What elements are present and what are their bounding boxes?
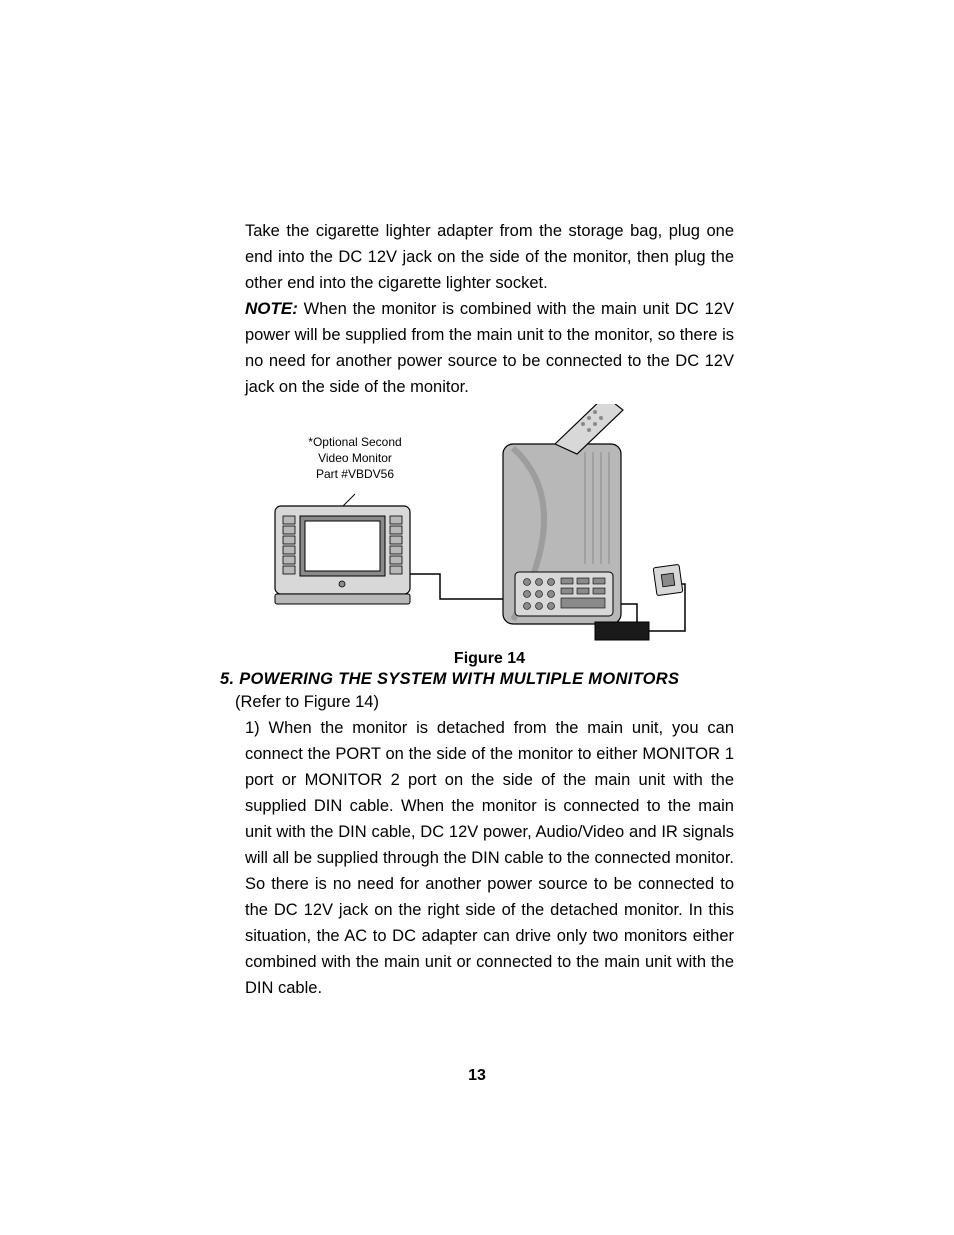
- power-adapter-icon: [595, 622, 649, 640]
- section-refer: (Refer to Figure 14): [235, 689, 734, 715]
- figure-14: *Optional Second Video Monitor Part #VBD…: [245, 404, 734, 654]
- paragraph-1: Take the cigarette lighter adapter from …: [245, 218, 734, 296]
- din-cable-icon: [410, 574, 505, 599]
- document-page: Take the cigarette lighter adapter from …: [0, 0, 954, 1235]
- note-paragraph: NOTE: When the monitor is combined with …: [245, 296, 734, 400]
- figure-diagram-icon: [245, 404, 735, 649]
- section-title: 5. POWERING THE SYSTEM WITH MULTIPLE MON…: [220, 670, 734, 689]
- wall-plug-icon: [653, 564, 683, 595]
- note-text: When the monitor is combined with the ma…: [245, 300, 734, 396]
- page-number: 13: [0, 1067, 954, 1085]
- second-monitor-icon: [275, 506, 410, 604]
- section-body: 1) When the monitor is detached from the…: [245, 715, 734, 1001]
- note-label: NOTE:: [245, 299, 298, 318]
- main-unit-icon: [503, 404, 623, 624]
